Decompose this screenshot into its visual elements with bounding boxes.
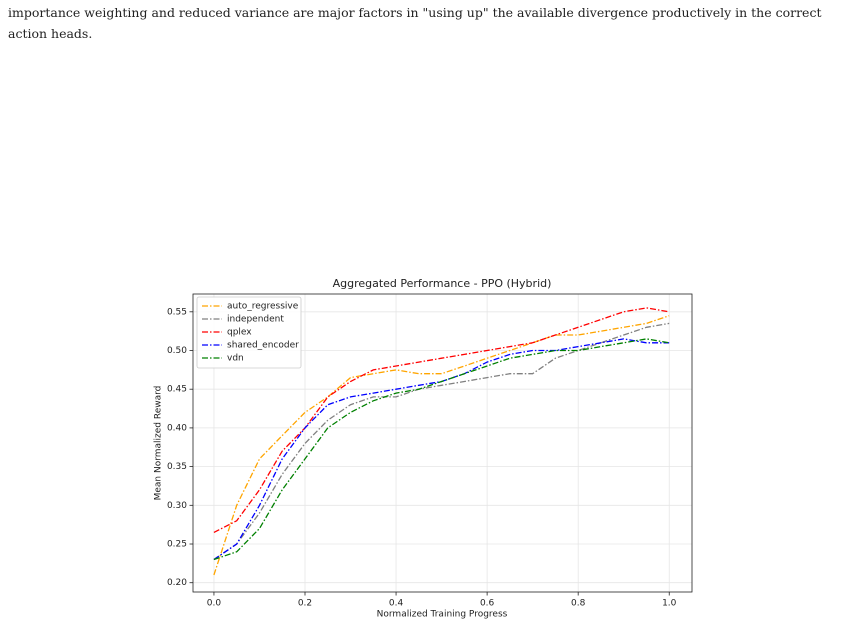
y-tick-label: 0.40 [167, 423, 187, 433]
legend-label: independent [227, 315, 284, 325]
legend-label: vdn [227, 354, 244, 364]
y-tick-label: 0.55 [167, 307, 187, 317]
x-tick-label: 0.4 [389, 599, 404, 609]
x-tick-label: 0.6 [480, 599, 495, 609]
series-line [213, 338, 670, 561]
legend-label: qplex [227, 328, 252, 338]
legend-box [196, 296, 302, 369]
y-tick-label: 0.50 [167, 346, 187, 356]
y-tick-label: 0.35 [167, 462, 187, 472]
y-tick-label: 0.20 [167, 578, 187, 588]
y-tick-label: 0.25 [167, 540, 187, 550]
chart-title: Aggregated Performance - PPO (Hybrid) [333, 277, 552, 290]
paragraph: importance weighting and reduced varianc… [8, 5, 822, 41]
x-tick-label: 0.2 [298, 599, 312, 609]
series-line [213, 338, 670, 561]
x-tick-label: 1.0 [662, 599, 677, 609]
legend-label: auto_regressive [227, 302, 299, 312]
x-axis-label: Normalized Training Progress [377, 610, 508, 620]
x-tick-label: 0.8 [571, 599, 586, 609]
legend-label: shared_encoder [227, 341, 299, 351]
y-tick-label: 0.45 [167, 385, 187, 395]
x-tick-label: 0.0 [207, 599, 222, 609]
y-axis-label: Mean Normalized Reward [154, 386, 164, 501]
series-line [213, 322, 670, 561]
plot-frame [192, 293, 693, 593]
series-line [213, 315, 670, 576]
series-line [213, 307, 670, 533]
y-tick-label: 0.30 [167, 501, 187, 511]
